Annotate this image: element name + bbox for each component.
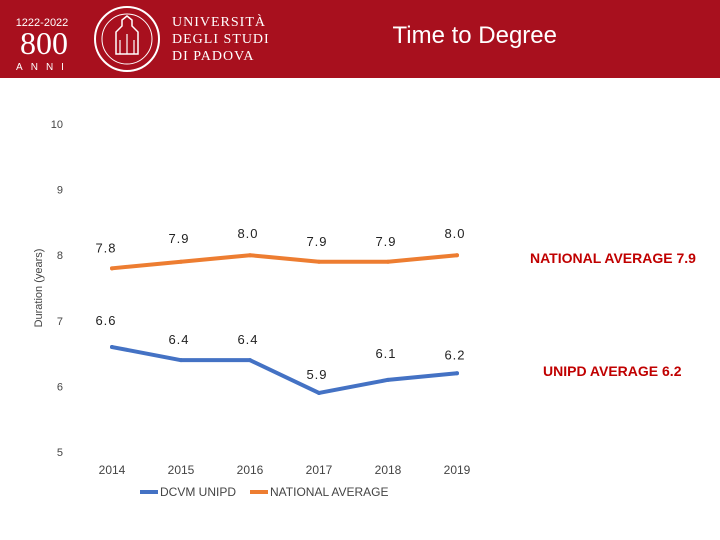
university-line-3: DI PADOVA <box>172 49 255 64</box>
national-series-line <box>110 253 459 271</box>
unipd-data-label: 6.2 <box>444 347 465 362</box>
university-line-1: UNIVERSITÀ <box>172 15 266 30</box>
national-data-label: 7.9 <box>168 231 189 246</box>
unipd-legend-label: DCVM UNIPD <box>160 485 236 499</box>
unipd-data-label: 6.4 <box>237 332 258 347</box>
y-tick-label: 5 <box>57 447 63 459</box>
unipd-data-point <box>179 358 183 363</box>
national-data-point <box>248 253 252 258</box>
national-data-label: 8.0 <box>237 226 258 241</box>
national-data-point <box>179 259 183 264</box>
y-tick-label: 9 <box>57 185 63 197</box>
unipd-data-label: 6.4 <box>168 332 189 347</box>
unipd-series-line <box>110 345 459 395</box>
university-seal-icon <box>94 6 160 72</box>
national-data-label: 8.0 <box>444 226 465 241</box>
national-data-label: 7.9 <box>306 234 327 249</box>
header-bar: 1222-2022 800 ANNI UNIVERSITÀ DEGLI STUD… <box>0 0 720 78</box>
x-tick-label: 2014 <box>99 463 126 477</box>
unipd-average-annotation: UNIPD AVERAGE 6.2 <box>543 363 682 379</box>
unipd-data-label: 5.9 <box>306 367 327 382</box>
national-average-annotation: NATIONAL AVERAGE 7.9 <box>530 250 696 266</box>
y-tick-label: 8 <box>57 250 63 262</box>
unipd-data-point <box>248 358 252 363</box>
x-tick-label: 2017 <box>306 463 333 477</box>
logo-word: ANNI <box>16 62 72 73</box>
x-tick-label: 2016 <box>237 463 264 477</box>
national-data-label: 7.9 <box>375 234 396 249</box>
anniversary-logo: 1222-2022 800 ANNI <box>16 17 72 73</box>
y-tick-label: 6 <box>57 381 63 393</box>
unipd-data-point <box>317 390 321 395</box>
logo-number: 800 <box>20 25 68 61</box>
national-data-point <box>455 253 459 258</box>
university-name: UNIVERSITÀ DEGLI STUDI DI PADOVA <box>172 14 270 65</box>
time-to-degree-chart: Duration (years) 5 6 7 8 9 10 2014 2015 2016 2017 2… <box>33 119 471 499</box>
logo-years: 1222-2022 <box>16 17 69 29</box>
unipd-data-label: 6.1 <box>375 346 396 361</box>
page-title: Time to Degree <box>392 22 557 49</box>
x-tick-label: 2015 <box>168 463 195 477</box>
unipd-data-point <box>386 377 390 382</box>
unipd-data-point <box>455 371 459 376</box>
national-data-point <box>317 259 321 264</box>
y-tick-label: 7 <box>57 316 63 328</box>
x-tick-label: 2018 <box>375 463 402 477</box>
national-data-point <box>386 259 390 264</box>
y-tick-label: 10 <box>51 119 63 131</box>
national-legend-label: NATIONAL AVERAGE <box>270 485 388 499</box>
national-data-label: 7.8 <box>95 240 116 255</box>
university-line-2: DEGLI STUDI <box>172 32 270 47</box>
unipd-data-point <box>110 345 114 350</box>
unipd-data-label: 6.6 <box>95 313 116 328</box>
national-data-point <box>110 266 114 271</box>
y-axis-title: Duration (years) <box>33 249 45 328</box>
x-tick-label: 2019 <box>444 463 471 477</box>
